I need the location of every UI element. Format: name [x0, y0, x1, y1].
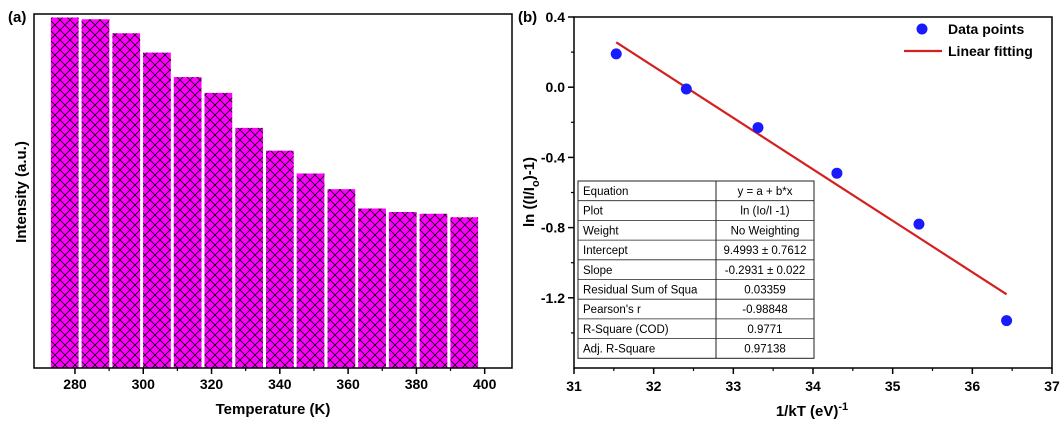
data-point — [680, 83, 692, 95]
bar-hatch — [266, 150, 294, 368]
panel-b-y-axis-title: ln ((I/Io)-1) — [521, 157, 542, 227]
x-tick-label: 35 — [885, 378, 901, 394]
fit-table-key: Pearson's r — [583, 304, 641, 316]
bar-hatch — [450, 217, 479, 368]
y-tick-label: -0.4 — [541, 149, 565, 165]
panel-a-label: (a) — [8, 9, 26, 26]
panel-a-x-axis-title: Temperature (K) — [216, 401, 331, 418]
legend-label-data-points: Data points — [948, 21, 1024, 37]
bar-hatch — [358, 208, 386, 368]
fit-table-key: Weight — [583, 225, 619, 237]
bar-hatch — [296, 173, 325, 368]
x-tick-label: 34 — [805, 378, 821, 394]
fit-table-key: Plot — [583, 206, 604, 218]
panel-a-bars — [50, 17, 479, 369]
bar-hatch — [173, 77, 202, 368]
fit-table-key: Adj. R-Square — [583, 344, 655, 356]
bar-hatch — [204, 92, 233, 369]
y-tick-label: 0.4 — [546, 9, 566, 25]
fit-table-value: ln (Io/I -1) — [740, 206, 789, 218]
bar-hatch — [235, 127, 263, 369]
panel-b-y-axis-title-main: ln ((I/I — [521, 187, 538, 227]
x-tick-label: 340 — [268, 376, 292, 392]
x-tick-label: 32 — [646, 378, 662, 394]
x-tick-label: 320 — [200, 376, 224, 392]
x-tick-label: 280 — [63, 376, 87, 392]
fit-table-value: 0.97138 — [744, 344, 786, 356]
data-point — [831, 167, 843, 179]
fit-table-value: 0.9771 — [747, 324, 782, 336]
panel-b-label: (b) — [518, 9, 537, 26]
fit-table-value: y = a + b*x — [738, 186, 793, 198]
bar-hatch — [143, 52, 171, 368]
fit-table-frame — [577, 180, 815, 359]
panel-b-x-axis-title: 1/kT (eV)-1 — [776, 401, 848, 420]
bar-hatch — [81, 19, 110, 369]
panel-b-y-axis-title-subscript: o — [530, 180, 542, 187]
data-point — [913, 218, 925, 230]
x-tick-label: 37 — [1044, 378, 1060, 394]
fit-results-table: Equation y = a + b*x Plot ln (Io/I -1) Weigh… — [577, 180, 815, 359]
fit-table-value: -0.98848 — [742, 304, 787, 316]
data-point — [610, 48, 622, 60]
bar-hatch — [388, 212, 417, 368]
panel-b-y-axis-title-end: )-1) — [521, 157, 538, 180]
linear-fit-line — [615, 41, 1008, 296]
x-tick-label: 360 — [336, 376, 360, 392]
legend: Data points Linear fitting — [904, 21, 1033, 59]
fit-table-key: Slope — [583, 265, 612, 277]
x-tick-label: 380 — [405, 376, 429, 392]
legend-marker-data-points — [916, 23, 928, 35]
fit-table-key: Intercept — [583, 245, 629, 257]
data-point — [1001, 315, 1013, 327]
x-tick-label: 400 — [473, 376, 497, 392]
panel-b: (b) 31 32 33 34 35 36 37 0.4 0.0 -0.4 -0.8 -1.2 Equ… — [518, 9, 1060, 420]
y-tick-label: -1.2 — [541, 290, 565, 306]
data-points — [610, 48, 1013, 327]
fit-table-value: -0.2931 ± 0.022 — [725, 265, 805, 277]
panel-b-ticks: 31 32 33 34 35 36 37 0.4 0.0 -0.4 -0.8 -1.2 — [541, 9, 1060, 394]
x-tick-label: 33 — [726, 378, 742, 394]
y-tick-label: 0.0 — [546, 79, 566, 95]
legend-label-linear-fitting: Linear fitting — [948, 43, 1033, 59]
fit-table-value: 0.03359 — [744, 285, 786, 297]
bar-hatch — [419, 213, 448, 368]
panel-b-x-axis-title-superscript: -1 — [838, 401, 848, 413]
panel-a: (a) 280 300 320 340 360 380 400 Temperature (K… — [8, 9, 513, 418]
x-tick-label: 300 — [132, 376, 156, 392]
panel-b-x-axis-title-main: 1/kT (eV) — [776, 403, 839, 420]
y-tick-label: -0.8 — [541, 220, 565, 236]
panel-a-frame — [33, 13, 513, 369]
bar-hatch — [50, 17, 79, 368]
panel-a-y-axis-title: Intensity (a.u.) — [13, 141, 30, 243]
fit-table-value: 9.4993 ± 0.7612 — [723, 245, 806, 257]
x-tick-label: 31 — [566, 378, 582, 394]
data-point — [752, 122, 764, 134]
fit-table-key: R-Square (COD) — [583, 324, 669, 336]
x-tick-label: 36 — [965, 378, 981, 394]
bar-hatch — [327, 189, 356, 368]
fit-table-key: Residual Sum of Squa — [583, 285, 698, 297]
fit-table-key: Equation — [583, 186, 628, 198]
fit-table-value: No Weighting — [731, 225, 800, 237]
panel-a-x-ticks: 280 300 320 340 360 380 400 — [63, 368, 497, 392]
bar-hatch — [112, 33, 141, 369]
